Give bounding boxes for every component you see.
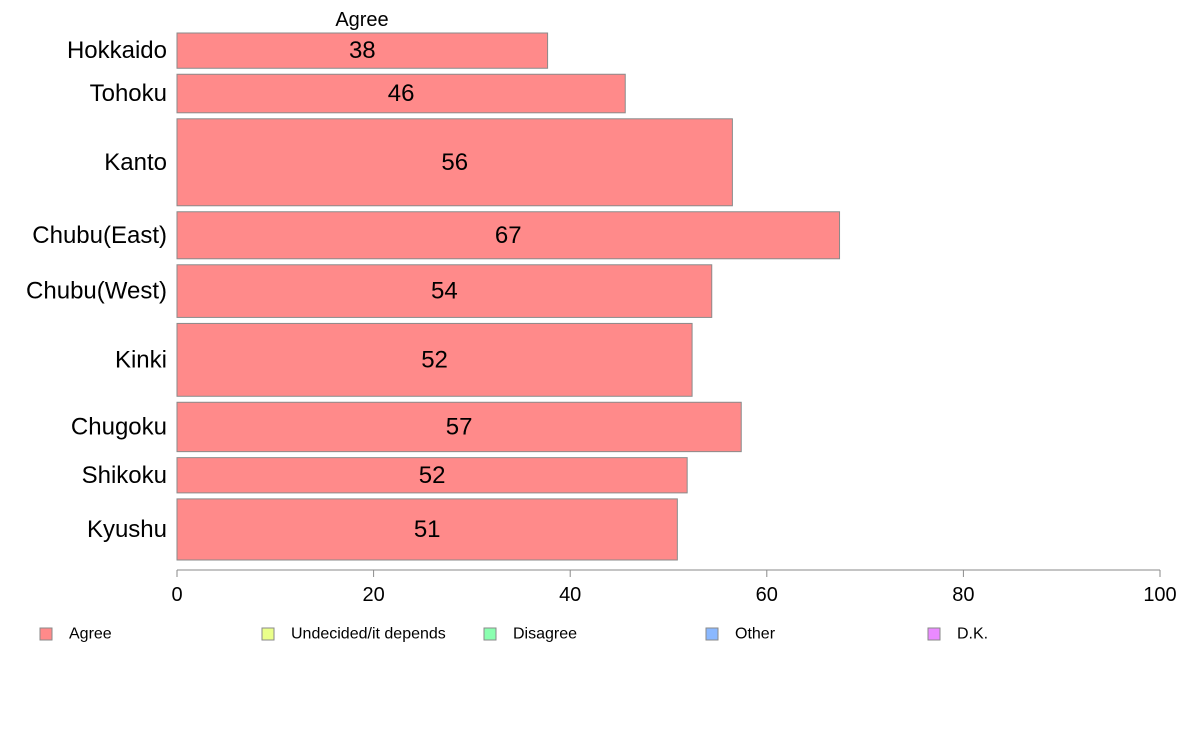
series-top-label: Agree <box>335 9 388 31</box>
category-label: Chugoku <box>71 413 167 440</box>
bar-value-label: 54 <box>431 278 458 305</box>
x-axis: 0 20 40 60 80 100 <box>171 569 1177 606</box>
legend-label: D.K. <box>957 626 988 643</box>
legend-swatch <box>261 627 275 641</box>
bar <box>176 457 688 494</box>
legend-swatch <box>705 627 719 641</box>
legend: Agree Undecided/it depends Disagree Other D.… <box>39 626 988 643</box>
bar <box>176 498 678 561</box>
legend-label: Undecided/it depends <box>291 626 446 643</box>
category-label: Chubu(East) <box>32 222 167 249</box>
bar-value-label: 46 <box>388 80 415 107</box>
x-tick-label: 60 <box>756 584 778 606</box>
bar <box>176 322 693 397</box>
legend-label: Disagree <box>513 626 577 643</box>
legend-label: Agree <box>69 626 112 643</box>
bars-layer: 38 Hokkaido 46 Tohoku 56 Kanto 67 Chubu(East) 54… <box>26 32 841 561</box>
legend-swatch <box>483 627 497 641</box>
x-tick-label: 40 <box>559 584 581 606</box>
bar-value-label: 52 <box>421 346 448 373</box>
bar <box>176 264 713 318</box>
bar <box>176 401 742 453</box>
x-tick-label: 20 <box>362 584 384 606</box>
legend-label: Other <box>735 626 776 643</box>
category-label: Tohoku <box>90 80 167 107</box>
bar-value-label: 57 <box>446 413 473 440</box>
bar-value-label: 51 <box>414 516 441 543</box>
category-label: Shikoku <box>82 462 167 489</box>
category-label: Hokkaido <box>67 37 167 64</box>
legend-swatch <box>39 627 53 641</box>
bar-value-label: 56 <box>441 149 468 176</box>
bar <box>176 73 626 114</box>
category-label: Kinki <box>115 346 167 373</box>
category-label: Kanto <box>104 149 167 176</box>
bar <box>176 118 733 207</box>
category-label: Chubu(West) <box>26 278 167 305</box>
legend-swatch <box>927 627 941 641</box>
category-label: Kyushu <box>87 516 167 543</box>
bar <box>176 211 841 260</box>
x-tick-label: 80 <box>952 584 974 606</box>
bar-value-label: 67 <box>495 222 522 249</box>
bar-value-label: 38 <box>349 37 376 64</box>
x-tick-label: 100 <box>1143 584 1176 606</box>
x-tick-label: 0 <box>171 584 182 606</box>
bar <box>176 32 549 69</box>
bar-value-label: 52 <box>419 462 446 489</box>
